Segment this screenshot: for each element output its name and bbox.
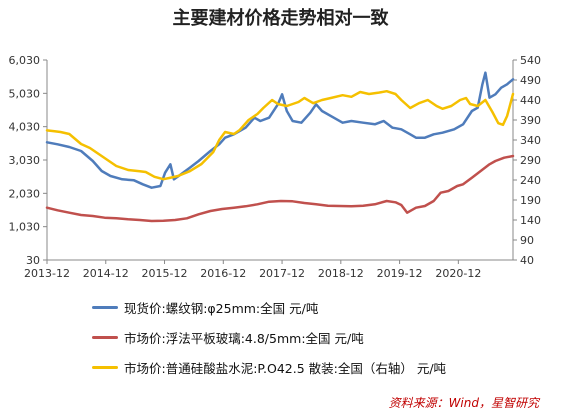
chart-legend: 现货价:螺纹钢:φ25mm:全国 元/吨 市场价:浮法平板玻璃:4.8/5mm:… [92, 294, 446, 384]
left-axis-tick-label: 4,030 [9, 121, 41, 134]
right-axis-tick-label: 90 [520, 234, 534, 247]
chart-series [45, 71, 515, 223]
right-axis-tick-label: 540 [520, 54, 541, 67]
source-note: 资料来源：Wind，星智研究 [388, 396, 539, 410]
right-axis-tick-label: 290 [520, 154, 541, 167]
x-axis-tick-label: 2020-12 [435, 267, 481, 280]
right-axis-tick-label: 390 [520, 114, 541, 127]
x-axis-tick-label: 2013-12 [24, 267, 70, 280]
right-axis-tick-label: 190 [520, 194, 541, 207]
legend-item-rebar: 现货价:螺纹钢:φ25mm:全国 元/吨 [92, 294, 446, 320]
right-axis-tick-label: 490 [520, 74, 541, 87]
x-axis-tick-label: 2018-12 [318, 267, 364, 280]
left-axis-tick-label: 2,030 [9, 187, 41, 200]
legend-swatch-cement [92, 365, 118, 369]
x-axis-tick-label: 2016-12 [200, 267, 246, 280]
legend-swatch-glass [92, 335, 118, 339]
series-line-rebar [45, 71, 515, 189]
chart-axes: 6,030 5,030 4,030 3,030 2,030 1,030 30 540 490 44… [9, 54, 542, 280]
legend-label-rebar: 现货价:螺纹钢:φ25mm:全国 元/吨 [124, 300, 319, 316]
chart-title: 主要建材价格走势相对一致 [172, 8, 389, 29]
right-axis-tick-label: 40 [520, 254, 534, 267]
legend-item-glass: 市场价:浮法平板玻璃:4.8/5mm:全国 元/吨 [92, 324, 446, 350]
x-axis-tick-label: 2019-12 [377, 267, 423, 280]
x-axis-tick-label: 2015-12 [142, 267, 188, 280]
left-axis-tick-label: 1,030 [9, 221, 41, 234]
series-line-cement [45, 89, 515, 181]
x-axis-tick-label: 2014-12 [83, 267, 129, 280]
legend-swatch-rebar [92, 305, 118, 309]
series-line-glass [45, 154, 515, 223]
left-axis-tick-label: 6,030 [9, 54, 41, 67]
right-axis-tick-label: 440 [520, 94, 541, 107]
legend-item-cement: 市场价:普通硅酸盐水泥:P.O42.5 散装:全国（右轴） 元/吨 [92, 354, 446, 380]
legend-label-cement: 市场价:普通硅酸盐水泥:P.O42.5 散装:全国（右轴） 元/吨 [124, 360, 447, 376]
left-axis-tick-label: 5,030 [9, 87, 41, 100]
right-axis-tick-label: 240 [520, 174, 541, 187]
legend-label-glass: 市场价:浮法平板玻璃:4.8/5mm:全国 元/吨 [124, 330, 364, 346]
left-axis-tick-label: 3,030 [9, 154, 41, 167]
right-axis-tick-label: 340 [520, 134, 541, 147]
x-axis-tick-label: 2017-12 [259, 267, 305, 280]
left-axis-tick-label: 30 [26, 254, 40, 267]
right-axis-tick-label: 140 [520, 214, 541, 227]
